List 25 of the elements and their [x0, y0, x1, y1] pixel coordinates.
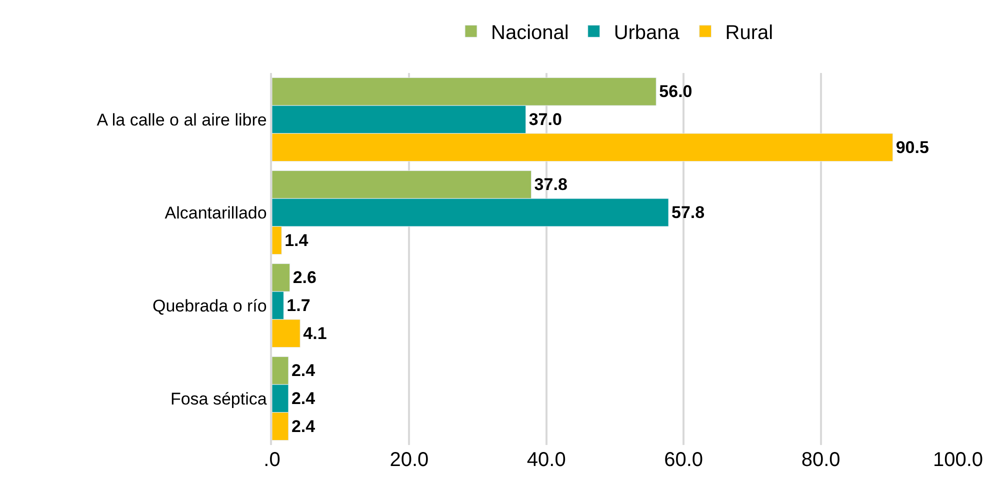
- x-tick-label: .0: [264, 449, 280, 471]
- data-label: 37.0: [528, 110, 562, 129]
- y-tick-label: Alcantarillado: [164, 203, 267, 222]
- data-label: 56.0: [659, 82, 692, 102]
- data-label: 2.6: [292, 268, 316, 288]
- legend-label: Urbana: [614, 22, 680, 44]
- data-label: 57.8: [672, 203, 705, 222]
- data-label: 1.4: [284, 230, 309, 250]
- legend-label: Nacional: [491, 22, 569, 44]
- data-label: 2.4: [291, 389, 316, 408]
- y-tick-label: Quebrada o río: [152, 296, 267, 316]
- data-label: 90.5: [896, 138, 929, 157]
- y-tick-label: A la calle o al aire libre: [96, 110, 267, 130]
- legend-label: Rural: [725, 22, 774, 44]
- data-label: 2.4: [291, 416, 316, 436]
- x-tick-label: 20.0: [390, 449, 429, 471]
- x-tick-label: 60.0: [664, 449, 704, 471]
- x-tick-label: 80.0: [801, 449, 840, 471]
- data-label: 1.7: [286, 296, 310, 315]
- y-tick-label: Fosa séptica: [170, 389, 268, 408]
- data-label: 2.4: [291, 361, 316, 380]
- data-label: 37.8: [534, 175, 568, 194]
- data-label: 4.1: [303, 324, 327, 343]
- x-tick-label: 40.0: [526, 449, 566, 471]
- x-tick-label: 100.0: [932, 449, 984, 471]
